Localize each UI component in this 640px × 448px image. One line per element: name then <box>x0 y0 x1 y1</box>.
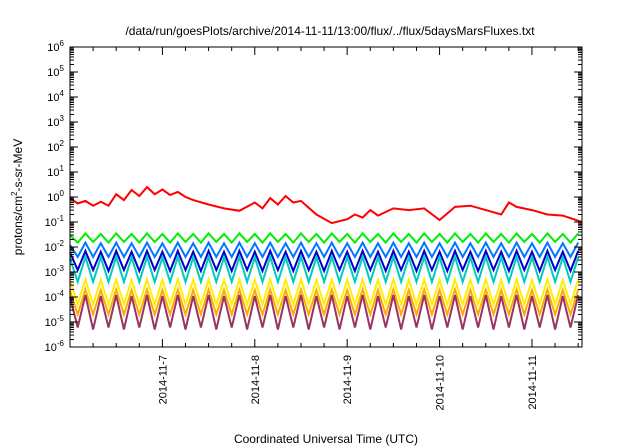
series-line-4 <box>69 248 580 274</box>
x-axis: 2014-11-7 2014-11-8 2014-11-9 2014-11-10 201… <box>92 47 579 410</box>
y-tick-label: 100 <box>47 189 64 204</box>
y-tick-label: 10-1 <box>45 214 65 229</box>
chart-title: /data/run/goesPlots/archive/2014-11-11/1… <box>125 24 535 38</box>
series-line-8 <box>69 294 580 330</box>
y-tick-label: 105 <box>47 64 64 79</box>
y-tick-label: 106 <box>47 39 64 54</box>
y-tick-label: 101 <box>47 164 64 179</box>
series-layer <box>69 185 583 330</box>
y-tick-label: 102 <box>47 139 64 154</box>
y-axis-label-rest: -s-sr-MeV <box>11 139 25 192</box>
y-tick-label: 10-3 <box>45 264 65 279</box>
y-tick-label: 103 <box>47 114 64 129</box>
y-axis: 10-6 10-5 10-4 10-3 10-2 10-1 100 101 102 103 104 1… <box>45 39 582 354</box>
series-line-2 <box>69 231 579 245</box>
x-tick-label: 2014-11-8 <box>250 355 262 404</box>
y-tick-label: 104 <box>47 89 64 104</box>
series-line-5 <box>69 253 580 286</box>
y-axis-label: protons/cm2-s-sr-MeV <box>10 139 25 255</box>
y-axis-label-sup: 2 <box>10 191 19 196</box>
y-tick-label: 10-2 <box>45 239 65 254</box>
y-tick-label: 10-6 <box>45 339 65 354</box>
x-tick-label: 2014-11-10 <box>435 355 447 410</box>
series-line-1 <box>69 185 583 225</box>
y-tick-label: 10-5 <box>45 314 65 329</box>
series-line-6 <box>69 276 580 308</box>
series-line-7 <box>69 286 580 318</box>
x-axis-label: Coordinated Universal Time (UTC) <box>234 432 418 446</box>
x-tick-label: 2014-11-7 <box>157 355 169 404</box>
y-tick-label: 10-4 <box>45 289 65 304</box>
y-axis-label-base: protons/cm <box>11 196 25 255</box>
x-tick-label: 2014-11-11 <box>527 355 539 410</box>
x-tick-label: 2014-11-9 <box>342 355 354 404</box>
series-line-3 <box>69 240 580 259</box>
